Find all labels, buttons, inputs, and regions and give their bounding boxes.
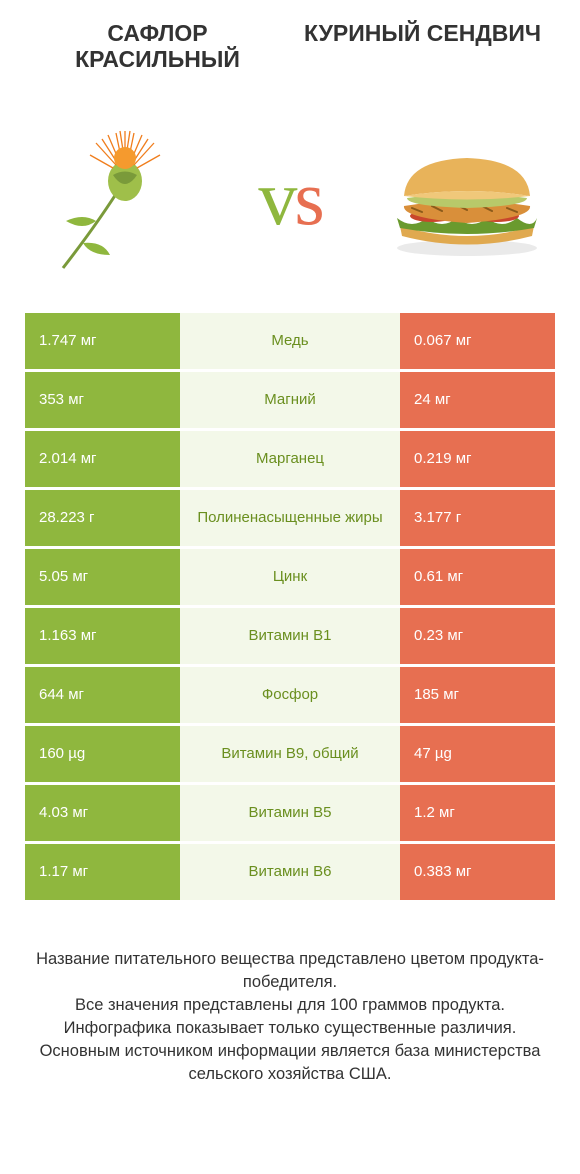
- nutrient-name-cell: Витамин B6: [180, 844, 400, 900]
- table-row: 1.17 мгВитамин B60.383 мг: [25, 844, 555, 900]
- left-value-cell: 5.05 мг: [25, 549, 180, 605]
- table-row: 353 мгМагний24 мг: [25, 372, 555, 428]
- nutrient-name-cell: Цинк: [180, 549, 400, 605]
- table-row: 2.014 мгМарганец0.219 мг: [25, 431, 555, 487]
- vs-v: v: [258, 154, 294, 241]
- right-value-cell: 185 мг: [400, 667, 555, 723]
- right-product-title: КУРИНЫЙ СЕНДВИЧ: [290, 20, 555, 73]
- right-value-cell: 47 µg: [400, 726, 555, 782]
- right-value-cell: 0.067 мг: [400, 313, 555, 369]
- footer-line: Основным источником информации является …: [25, 1040, 555, 1086]
- left-value-cell: 644 мг: [25, 667, 180, 723]
- left-value-cell: 4.03 мг: [25, 785, 180, 841]
- right-value-cell: 0.61 мг: [400, 549, 555, 605]
- nutrient-name-cell: Витамин B1: [180, 608, 400, 664]
- vs-label: vs: [258, 153, 321, 243]
- left-value-cell: 160 µg: [25, 726, 180, 782]
- left-value-cell: 353 мг: [25, 372, 180, 428]
- left-product-image: [25, 110, 200, 285]
- left-value-cell: 28.223 г: [25, 490, 180, 546]
- left-value-cell: 2.014 мг: [25, 431, 180, 487]
- left-value-cell: 1.17 мг: [25, 844, 180, 900]
- right-value-cell: 0.23 мг: [400, 608, 555, 664]
- right-value-cell: 1.2 мг: [400, 785, 555, 841]
- table-row: 4.03 мгВитамин B51.2 мг: [25, 785, 555, 841]
- nutrient-name-cell: Фосфор: [180, 667, 400, 723]
- safflower-icon: [28, 113, 198, 283]
- comparison-table: 1.747 мгМедь0.067 мг353 мгМагний24 мг2.0…: [0, 313, 580, 900]
- right-value-cell: 24 мг: [400, 372, 555, 428]
- footer-notes: Название питательного вещества представл…: [0, 903, 580, 1087]
- nutrient-name-cell: Медь: [180, 313, 400, 369]
- footer-line: Все значения представлены для 100 граммо…: [25, 994, 555, 1017]
- table-row: 5.05 мгЦинк0.61 мг: [25, 549, 555, 605]
- hero-row: vs: [0, 83, 580, 313]
- nutrient-name-cell: Полиненасыщенные жиры: [180, 490, 400, 546]
- nutrient-name-cell: Марганец: [180, 431, 400, 487]
- right-value-cell: 0.219 мг: [400, 431, 555, 487]
- header: САФЛОР КРАСИЛЬНЫЙ КУРИНЫЙ СЕНДВИЧ: [0, 0, 580, 83]
- table-row: 1.747 мгМедь0.067 мг: [25, 313, 555, 369]
- right-value-cell: 0.383 мг: [400, 844, 555, 900]
- table-row: 160 µgВитамин B9, общий47 µg: [25, 726, 555, 782]
- footer-line: Инфографика показывает только существенн…: [25, 1017, 555, 1040]
- nutrient-name-cell: Магний: [180, 372, 400, 428]
- nutrient-name-cell: Витамин B5: [180, 785, 400, 841]
- footer-line: Название питательного вещества представл…: [25, 948, 555, 994]
- vs-s: s: [294, 154, 321, 241]
- table-row: 644 мгФосфор185 мг: [25, 667, 555, 723]
- left-value-cell: 1.163 мг: [25, 608, 180, 664]
- left-value-cell: 1.747 мг: [25, 313, 180, 369]
- left-product-title: САФЛОР КРАСИЛЬНЫЙ: [25, 20, 290, 73]
- sandwich-icon: [382, 138, 552, 258]
- nutrient-name-cell: Витамин B9, общий: [180, 726, 400, 782]
- table-row: 28.223 гПолиненасыщенные жиры3.177 г: [25, 490, 555, 546]
- right-product-image: [380, 110, 555, 285]
- right-value-cell: 3.177 г: [400, 490, 555, 546]
- table-row: 1.163 мгВитамин B10.23 мг: [25, 608, 555, 664]
